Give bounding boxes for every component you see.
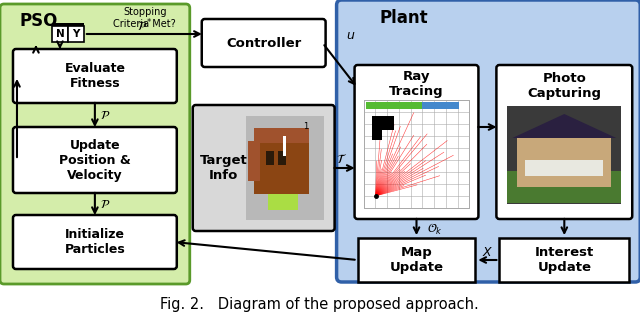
Bar	[365, 102, 424, 109]
FancyBboxPatch shape	[0, 4, 190, 284]
Text: Y: Y	[72, 29, 79, 39]
Text: Interest
Update: Interest Update	[534, 246, 594, 274]
Bar	[283, 136, 285, 156]
FancyBboxPatch shape	[193, 105, 335, 231]
Bar	[278, 151, 285, 165]
Bar	[248, 141, 260, 181]
Bar	[52, 26, 68, 42]
Text: $\mathcal{P}$: $\mathcal{P}$	[100, 197, 110, 211]
Text: Initialize
Particles: Initialize Particles	[65, 228, 125, 256]
Bar	[372, 116, 394, 130]
FancyBboxPatch shape	[13, 49, 177, 103]
FancyBboxPatch shape	[497, 65, 632, 219]
Text: $\mathcal{P}^*$: $\mathcal{P}^*$	[136, 18, 152, 34]
Text: $\mathcal{P}$: $\mathcal{P}$	[100, 108, 110, 121]
Text: Stopping
Criteria Met?: Stopping Criteria Met?	[113, 7, 176, 29]
Text: Evaluate
Fitness: Evaluate Fitness	[65, 62, 125, 90]
Text: Map
Update: Map Update	[390, 246, 444, 274]
Text: 1: 1	[303, 121, 308, 130]
Text: $X$: $X$	[482, 245, 493, 259]
Text: N: N	[56, 29, 64, 39]
Text: $\mathcal{O}_k$: $\mathcal{O}_k$	[426, 221, 442, 237]
Text: Photo
Capturing: Photo Capturing	[527, 72, 602, 100]
Text: Target
Info: Target Info	[200, 154, 248, 182]
FancyBboxPatch shape	[202, 19, 326, 67]
FancyBboxPatch shape	[355, 65, 479, 219]
Bar	[525, 160, 604, 176]
Text: $u$: $u$	[346, 29, 355, 42]
Bar	[508, 106, 621, 204]
Text: $\mathcal{T}$: $\mathcal{T}$	[336, 153, 347, 165]
Bar	[508, 171, 621, 203]
Bar	[499, 238, 629, 282]
Text: Controller: Controller	[226, 37, 301, 50]
Bar	[246, 116, 324, 220]
Bar	[517, 138, 611, 187]
FancyBboxPatch shape	[13, 127, 177, 193]
Bar	[253, 134, 308, 194]
Text: Fig. 2.   Diagram of the proposed approach.: Fig. 2. Diagram of the proposed approach…	[160, 296, 479, 312]
Bar	[372, 130, 381, 140]
Bar	[358, 238, 476, 282]
Text: Ray
Tracing: Ray Tracing	[389, 70, 444, 98]
Bar	[253, 128, 308, 143]
Text: Update
Position &
Velocity: Update Position & Velocity	[59, 139, 131, 182]
Bar	[68, 26, 84, 42]
Bar	[52, 23, 84, 26]
FancyBboxPatch shape	[13, 215, 177, 269]
Text: Plant: Plant	[380, 9, 428, 27]
Bar	[422, 102, 459, 109]
Polygon shape	[513, 114, 616, 138]
Bar	[364, 100, 469, 208]
Text: PSO: PSO	[20, 12, 58, 30]
Bar	[266, 151, 274, 165]
Bar	[268, 194, 298, 210]
FancyBboxPatch shape	[337, 0, 640, 282]
